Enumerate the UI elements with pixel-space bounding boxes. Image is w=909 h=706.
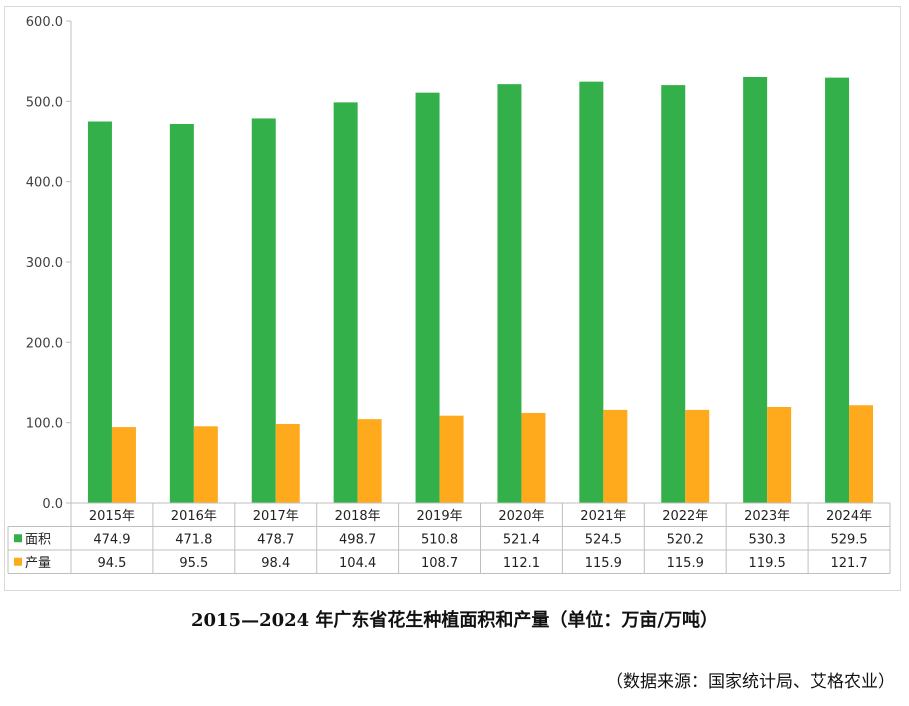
table-value-1: 121.7 bbox=[830, 556, 867, 571]
bar-area-2023年 bbox=[743, 76, 768, 503]
bar-area-2021年 bbox=[579, 81, 604, 503]
y-tick-label: 500.0 bbox=[26, 95, 63, 110]
bar-output-2016年 bbox=[193, 426, 218, 503]
bar-area-2018年 bbox=[333, 102, 358, 503]
chart-frame bbox=[4, 6, 901, 591]
bar-output-2019年 bbox=[439, 415, 464, 503]
y-tick-label: 300.0 bbox=[26, 256, 63, 271]
table-value-0: 530.3 bbox=[749, 532, 786, 547]
table-value-0: 521.4 bbox=[503, 532, 540, 547]
table-value-1: 108.7 bbox=[421, 556, 458, 571]
data-source-note: （数据来源：国家统计局、艾格农业） bbox=[606, 672, 895, 692]
bar-output-2021年 bbox=[603, 409, 628, 503]
legend-label-0: 面积 bbox=[25, 532, 51, 547]
chart-caption: 2015—2024 年广东省花生种植面积和产量（单位：万亩/万吨） bbox=[190, 610, 719, 631]
bar-output-2023年 bbox=[767, 407, 792, 503]
y-tick-label: 200.0 bbox=[26, 336, 63, 351]
bar-output-2020年 bbox=[521, 412, 546, 503]
table-category-label: 2016年 bbox=[171, 509, 217, 524]
bar-output-2015年 bbox=[111, 427, 136, 503]
table-category-label: 2024年 bbox=[826, 509, 872, 524]
bar-chart: 0.0 100.0 200.0 300.0 400.0 500.0 600.0 2015年 2… bbox=[7, 15, 891, 574]
legend-key-0 bbox=[14, 534, 22, 543]
table-category-label: 2023年 bbox=[744, 509, 790, 524]
table-value-0: 524.5 bbox=[585, 532, 622, 547]
table-value-1: 119.5 bbox=[749, 556, 786, 571]
bar-area-2020年 bbox=[497, 84, 522, 503]
table-value-0: 471.8 bbox=[175, 532, 212, 547]
y-tick-label: 100.0 bbox=[26, 417, 63, 432]
table-value-1: 98.4 bbox=[261, 556, 290, 571]
table-value-0: 478.7 bbox=[257, 532, 294, 547]
table-category-label: 2020年 bbox=[498, 509, 544, 524]
table-value-0: 474.9 bbox=[93, 532, 130, 547]
bar-area-2016年 bbox=[169, 123, 194, 503]
table-category-label: 2022年 bbox=[662, 509, 708, 524]
bar-output-2024年 bbox=[849, 405, 874, 503]
table-value-0: 529.5 bbox=[830, 532, 867, 547]
table-category-label: 2018年 bbox=[335, 509, 381, 524]
bar-area-2022年 bbox=[661, 85, 686, 503]
table-value-0: 520.2 bbox=[667, 532, 704, 547]
table-value-1: 94.5 bbox=[97, 556, 126, 571]
table-value-1: 112.1 bbox=[503, 556, 540, 571]
table-value-1: 115.9 bbox=[667, 556, 704, 571]
legend-key-1 bbox=[14, 557, 22, 566]
table-value-1: 104.4 bbox=[339, 556, 376, 571]
bar-area-2015年 bbox=[87, 121, 112, 503]
y-tick-label: 600.0 bbox=[26, 15, 63, 30]
table-value-0: 498.7 bbox=[339, 532, 376, 547]
table-category-label: 2015年 bbox=[89, 509, 135, 524]
y-tick-label: 0.0 bbox=[42, 497, 63, 512]
bar-area-2019年 bbox=[415, 92, 440, 503]
bar-output-2017年 bbox=[275, 423, 300, 503]
table-category-label: 2017年 bbox=[253, 509, 299, 524]
table-category-label: 2021年 bbox=[580, 509, 626, 524]
bar-output-2022年 bbox=[685, 409, 710, 503]
y-tick-label: 400.0 bbox=[26, 176, 63, 191]
bar-area-2024年 bbox=[825, 77, 850, 503]
bar-output-2018年 bbox=[357, 419, 382, 503]
legend-label-1: 产量 bbox=[25, 556, 51, 571]
table-value-1: 95.5 bbox=[179, 556, 208, 571]
bar-area-2017年 bbox=[251, 118, 276, 503]
table-value-1: 115.9 bbox=[585, 556, 622, 571]
table-value-0: 510.8 bbox=[421, 532, 458, 547]
table-category-label: 2019年 bbox=[417, 509, 463, 524]
